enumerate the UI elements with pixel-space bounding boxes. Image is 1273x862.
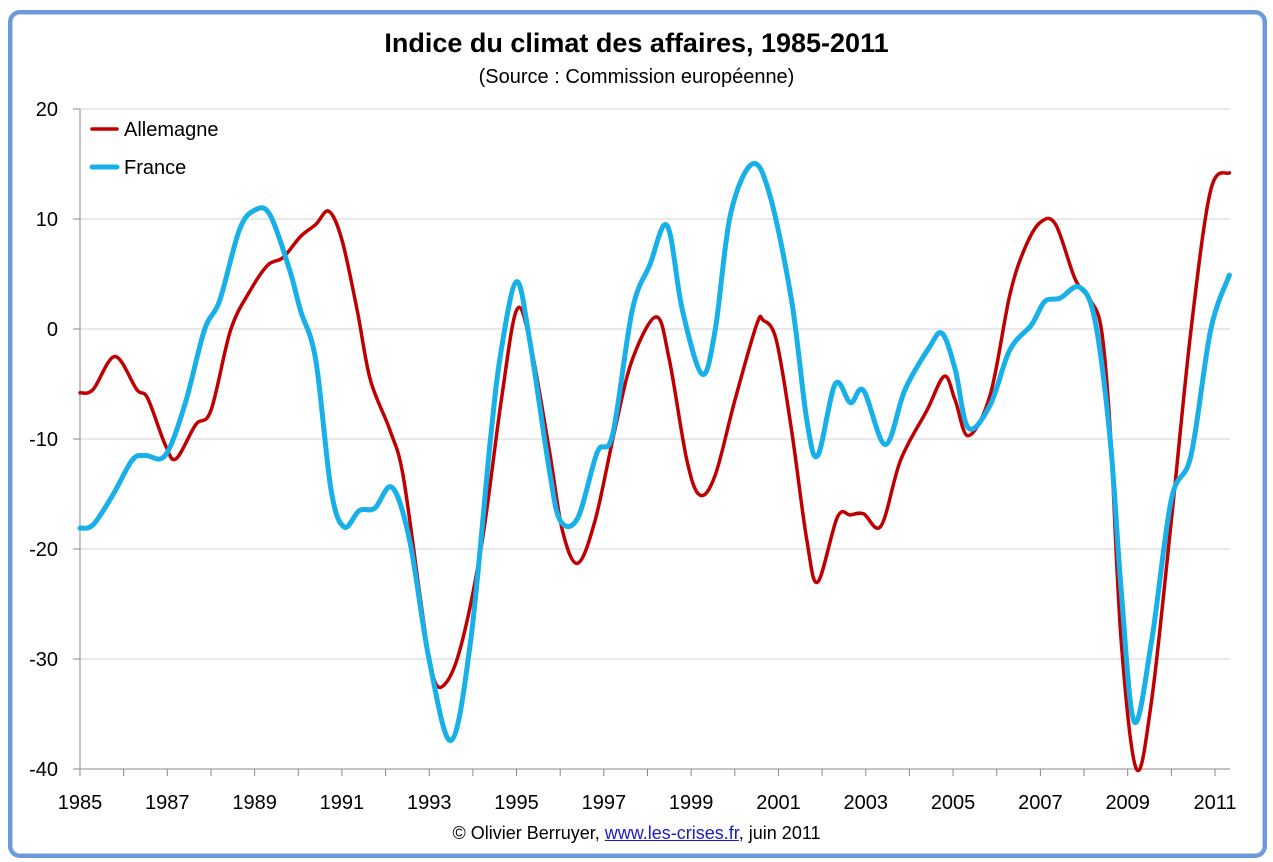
x-tick-label: 1993: [407, 792, 452, 814]
x-tick-label: 1991: [320, 792, 365, 814]
x-tick-label: 2005: [931, 792, 976, 814]
y-tick-label: -30: [29, 649, 58, 671]
footer-link[interactable]: www.les-crises.fr: [604, 823, 739, 843]
footer-date: , juin 2011: [738, 823, 821, 843]
y-tick-label: 20: [36, 99, 58, 121]
x-tick-label: 2011: [1193, 792, 1236, 814]
x-tick-label: 1987: [145, 792, 190, 814]
footer: © Olivier Berruyer, www.les-crises.fr, j…: [0, 823, 1273, 844]
y-tick-label: -40: [29, 759, 58, 781]
series-line-allemagne: [78, 170, 1232, 773]
footer-copyright: © Olivier Berruyer,: [452, 823, 605, 843]
x-tick-label: 1989: [232, 792, 277, 814]
chart-subtitle: (Source : Commission européenne): [478, 66, 795, 88]
chart-title: Indice du climat des affaires, 1985-2011: [384, 28, 889, 58]
x-tick-label: 2007: [1018, 792, 1063, 814]
chart-frame: [8, 10, 1267, 858]
x-tick-label: 1999: [669, 792, 714, 814]
y-tick-label: -20: [29, 539, 58, 561]
x-tick-label: 2003: [844, 792, 889, 814]
x-tick-label: 1985: [58, 792, 103, 814]
legend-label-allemagne: Allemagne: [124, 119, 219, 141]
x-tick-label: 1995: [494, 792, 539, 814]
legend-label-france: France: [124, 157, 186, 179]
x-tick-label: 1997: [582, 792, 627, 814]
x-tick-label: 2001: [756, 792, 801, 814]
y-tick-label: 10: [36, 209, 58, 231]
y-tick-label: -10: [29, 429, 58, 451]
x-tick-label: 2009: [1105, 792, 1150, 814]
y-tick-label: 0: [47, 319, 58, 341]
series-line-france: [77, 161, 1232, 743]
